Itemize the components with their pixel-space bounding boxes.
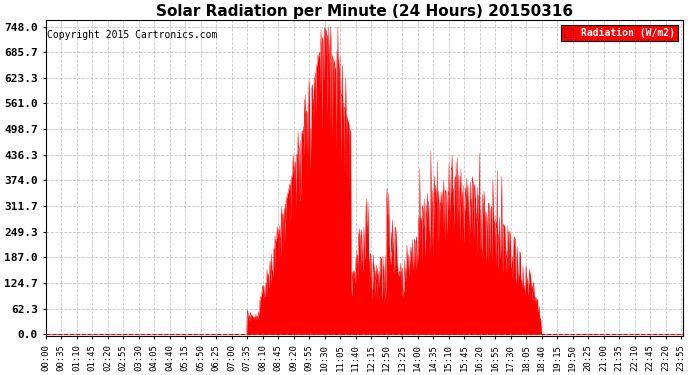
Legend: Radiation (W/m2): Radiation (W/m2) [561, 25, 678, 41]
Text: Copyright 2015 Cartronics.com: Copyright 2015 Cartronics.com [47, 30, 217, 40]
Title: Solar Radiation per Minute (24 Hours) 20150316: Solar Radiation per Minute (24 Hours) 20… [156, 4, 573, 19]
